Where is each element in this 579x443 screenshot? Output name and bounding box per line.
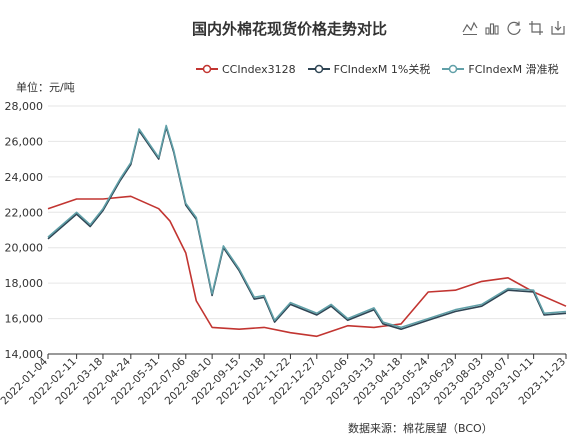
- series-line-3: [47, 124, 567, 329]
- legend-swatch-icon: [442, 64, 465, 74]
- legend: CCIndex3128 FCIndexM 1%关税 FCIndexM 滑准税: [196, 61, 559, 77]
- y-tick-label: 20,000: [5, 242, 44, 255]
- y-tick-label: 18,000: [5, 277, 44, 290]
- unit-label: 单位：元/吨: [16, 81, 75, 94]
- toolbox: [462, 20, 566, 36]
- y-tick-label: 16,000: [5, 313, 44, 326]
- bar-chart-icon[interactable]: [484, 20, 500, 36]
- y-tick-label: 14,000: [5, 348, 44, 361]
- legend-label: CCIndex3128: [222, 62, 296, 76]
- legend-item-3[interactable]: FCIndexM 滑准税: [442, 61, 559, 77]
- y-tick-label: 22,000: [5, 206, 44, 219]
- chart-title: 国内外棉花现货价格走势对比: [191, 20, 387, 38]
- zoom-icon[interactable]: [528, 20, 544, 36]
- legend-swatch-icon: [196, 64, 218, 74]
- legend-item-2[interactable]: FCIndexM 1%关税: [307, 61, 431, 77]
- legend-swatch-icon: [307, 64, 330, 74]
- legend-item-1[interactable]: CCIndex3128: [196, 61, 296, 77]
- y-tick-label: 26,000: [5, 135, 44, 148]
- y-tick-label: 28,000: [5, 100, 44, 113]
- restore-icon[interactable]: [506, 20, 522, 36]
- legend-label: FCIndexM 滑准税: [468, 63, 559, 76]
- series-line-2: [47, 126, 567, 331]
- y-tick-label: 24,000: [5, 171, 44, 184]
- legend-label: FCIndexM 1%关税: [333, 63, 431, 76]
- save-icon[interactable]: [550, 20, 566, 36]
- series-line-1: [47, 195, 567, 338]
- source-label: 数据来源：棉花展望（BCO）: [348, 422, 493, 435]
- line-chart-icon[interactable]: [462, 20, 478, 36]
